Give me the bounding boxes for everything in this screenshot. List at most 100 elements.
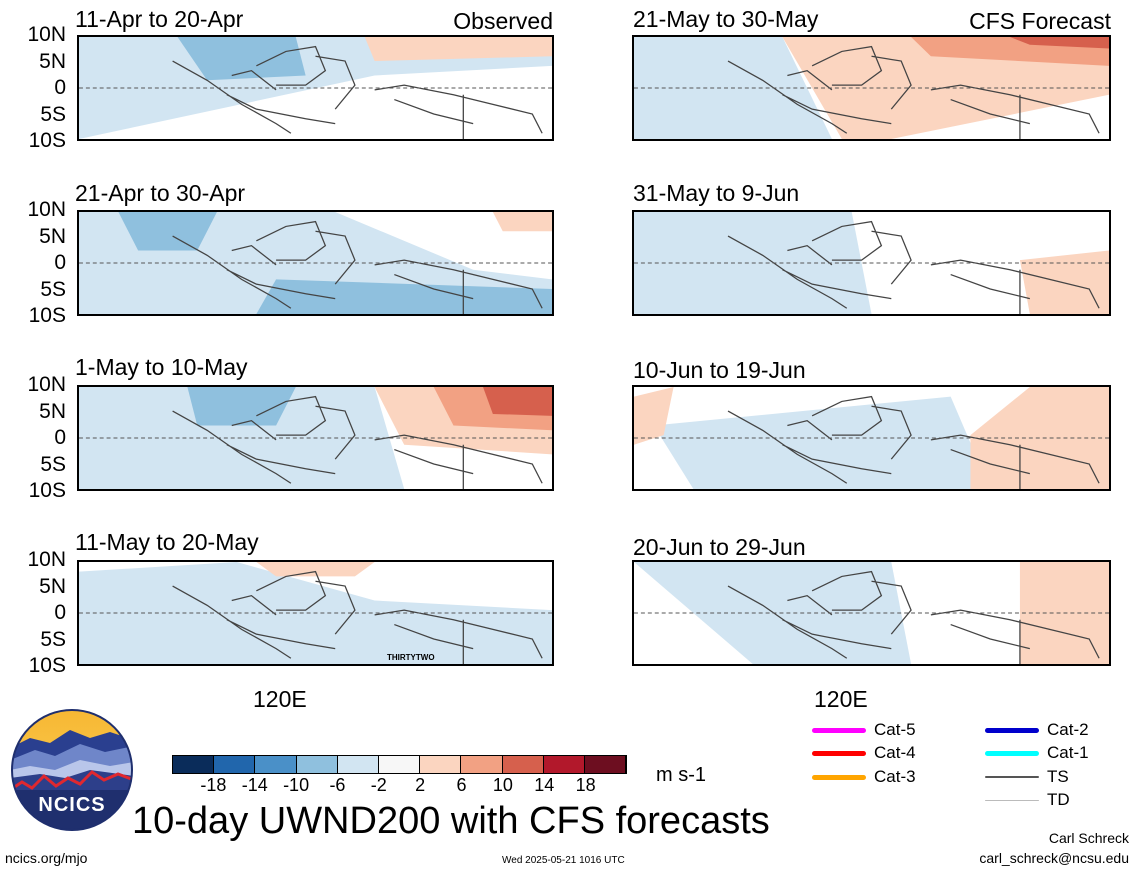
colorbar-tick-label: -10 <box>283 775 310 795</box>
legend-label: Cat-1 <box>1047 743 1089 762</box>
latitude-label: 0 <box>54 601 66 624</box>
legend-label: Cat-3 <box>874 767 916 786</box>
legend-swatch <box>985 799 1039 801</box>
map-panel-4: THIRTYTWO <box>77 560 554 666</box>
wind-anomaly-region <box>483 387 552 416</box>
latitude-label: 10N <box>27 548 66 571</box>
colorbar-swatch <box>584 756 627 773</box>
legend-swatch <box>985 776 1039 778</box>
wind-anomaly-region <box>177 37 306 81</box>
map-panel-1 <box>77 35 554 141</box>
latitude-label: 5S <box>40 452 66 476</box>
colorbar-swatch <box>214 756 256 773</box>
latitude-label: 5S <box>40 277 66 301</box>
legend-label: Cat-4 <box>874 743 916 762</box>
wind-anomaly-region <box>1019 250 1109 314</box>
colorbar-swatch <box>337 756 379 773</box>
colorbar-swatch <box>420 756 462 773</box>
colorbar-units: m s-1 <box>656 764 706 786</box>
wind-anomaly-region <box>634 387 674 445</box>
colorbar-tick-label: -18 <box>200 775 227 795</box>
map-field <box>634 212 1109 314</box>
latitude-label: 10N <box>27 373 66 396</box>
footer-timestamp: Wed 2025-05-21 1016 UTC <box>502 855 625 866</box>
latitude-label: 5S <box>40 102 66 126</box>
colorbar-swatch <box>255 756 297 773</box>
colorbar-swatch <box>378 756 421 773</box>
logo-text: NCICS <box>38 794 106 816</box>
legend-swatch <box>985 750 1039 756</box>
colorbar-tick-label: 6 <box>456 775 467 795</box>
latitude-label: 5N <box>39 49 66 73</box>
wind-anomaly-region <box>256 279 552 314</box>
legend-label: Cat-2 <box>1047 720 1089 739</box>
legend-swatch <box>812 727 866 733</box>
map-panel-6 <box>632 210 1111 316</box>
wind-anomaly-region <box>492 212 552 232</box>
legend-label: Cat-5 <box>874 720 916 739</box>
wind-anomaly-region <box>256 562 375 577</box>
panel-title: 21-May to 30-May <box>633 6 819 32</box>
latitude-label: 10S <box>28 304 66 327</box>
footer-email: carl_schreck@ncsu.edu <box>979 850 1129 866</box>
latitude-label: 10S <box>28 129 66 152</box>
legend-swatch <box>985 727 1039 733</box>
colorbar-tick-label: -6 <box>329 775 346 795</box>
latitude-label: 10S <box>28 479 66 502</box>
colorbar-tick-label: 14 <box>534 775 555 795</box>
panel-title: 21-Apr to 30-Apr <box>75 180 246 206</box>
x-tick-left: 120E <box>253 686 307 712</box>
footer-author: Carl Schreck <box>1048 830 1129 846</box>
legend-label: TS <box>1047 767 1069 786</box>
x-tick-right: 120E <box>814 686 868 712</box>
latitude-label: 0 <box>54 426 66 449</box>
wind-anomaly-region <box>364 37 552 62</box>
colorbar-tick-label: 2 <box>415 775 426 795</box>
colorbar-swatch <box>461 756 503 773</box>
coastline <box>727 395 1100 489</box>
coastline <box>172 220 543 314</box>
panel-title: 20-Jun to 29-Jun <box>633 534 806 560</box>
map-panel-8 <box>632 560 1111 666</box>
latitude-label: 10S <box>28 654 66 677</box>
panel-title: 31-May to 9-Jun <box>633 180 800 206</box>
map-field <box>79 562 552 664</box>
coastline <box>172 395 543 489</box>
ncics-logo: NCICS <box>10 708 134 832</box>
panel-title: 11-May to 20-May <box>75 529 259 555</box>
map-field <box>634 37 1109 139</box>
map-field <box>79 212 552 314</box>
colorbar-tick-label: 18 <box>575 775 596 795</box>
map-panel-3 <box>77 385 554 491</box>
wind-anomaly-region <box>118 212 217 251</box>
storm-track-label: THIRTYTWO <box>387 653 435 662</box>
footer-url: ncics.org/mjo <box>5 850 88 866</box>
panel-tag: CFS Forecast <box>969 8 1111 34</box>
legend-label: TD <box>1047 790 1070 809</box>
colorbar-swatch <box>296 756 338 773</box>
map-field <box>79 37 552 139</box>
latitude-label: 10N <box>27 23 66 46</box>
latitude-label: 5N <box>39 574 66 598</box>
map-field <box>79 387 552 489</box>
wind-anomaly-region <box>187 387 296 426</box>
latitude-label: 0 <box>54 76 66 99</box>
coastline <box>727 220 1100 314</box>
map-field <box>634 562 1109 664</box>
latitude-label: 0 <box>54 251 66 274</box>
colorbar-swatch <box>173 756 215 773</box>
colorbar-tick-label: -2 <box>370 775 387 795</box>
wind-anomaly-region <box>970 387 1109 489</box>
panel-tag: Observed <box>453 8 553 34</box>
map-field <box>634 387 1109 489</box>
map-panel-7 <box>632 385 1111 491</box>
legend-swatch <box>812 774 866 780</box>
latitude-label: 5N <box>39 399 66 423</box>
panel-title: 10-Jun to 19-Jun <box>633 357 806 383</box>
panel-title: 11-Apr to 20-Apr <box>75 6 244 32</box>
colorbar <box>172 755 627 774</box>
latitude-label: 5S <box>40 627 66 651</box>
wind-anomaly-region <box>1010 37 1109 49</box>
wind-anomaly-region <box>653 396 991 489</box>
colorbar-tick-label: 10 <box>492 775 513 795</box>
